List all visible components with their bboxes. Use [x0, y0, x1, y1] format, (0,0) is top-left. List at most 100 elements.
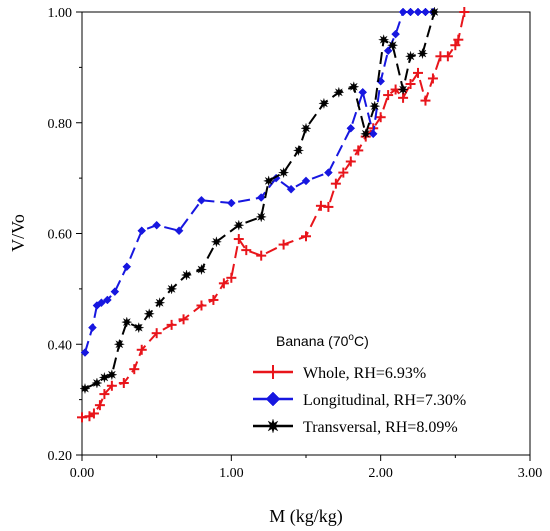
axis-ticks [76, 11, 531, 461]
legend-items: Whole, RH=6.93% Longitudinal, RH=7.30% Tra… [253, 365, 466, 436]
data-point [208, 294, 219, 305]
x-tick-label: 3.00 [518, 466, 543, 481]
data-point [88, 323, 97, 332]
legend-item: Longitudinal, RH=7.30% [253, 391, 466, 409]
data-point [151, 328, 162, 339]
y-tick-label: 0.80 [48, 117, 73, 132]
data-point [197, 195, 206, 205]
data-point [301, 231, 311, 242]
tick-labels: 0.00 1.00 2.00 3.00 0.20 0.40 0.60 0.80 1.00 [48, 6, 543, 481]
legend-item: Whole, RH=6.93% [253, 365, 426, 382]
data-point [413, 7, 423, 17]
legend-title-prefix: Banana (70 [276, 333, 349, 349]
data-point [353, 145, 364, 156]
data-point [442, 51, 453, 62]
data-point [324, 168, 333, 177]
data-point [226, 198, 236, 208]
data-point [80, 348, 90, 357]
data-point [122, 262, 132, 272]
series-line [84, 11, 433, 353]
data-point [256, 250, 267, 261]
data-point [292, 144, 305, 156]
data-point [133, 322, 145, 334]
data-point [137, 226, 147, 236]
data-point [97, 298, 106, 308]
data-point [174, 226, 184, 236]
data-point [226, 272, 237, 283]
data-point [286, 184, 296, 194]
legend-label: Transversal, RH=8.09% [303, 419, 458, 436]
data-point [378, 34, 390, 46]
data-point [265, 418, 281, 434]
data-point [278, 167, 290, 179]
data-point [136, 344, 147, 355]
data-point [94, 400, 105, 411]
data-point [166, 319, 177, 330]
data-point [404, 50, 417, 62]
data-point [88, 408, 99, 419]
data-point [154, 297, 166, 309]
data-point [265, 391, 281, 407]
data-point [333, 86, 345, 98]
data-point [256, 193, 266, 202]
data-point [323, 201, 334, 212]
series-line [81, 11, 466, 419]
data-point [195, 263, 208, 276]
series-layer [77, 6, 470, 423]
data-point [91, 377, 103, 389]
data-point [301, 176, 311, 186]
legend: Banana (70oC) Whole, RH=6.93% Longitudina… [253, 332, 466, 436]
data-point [383, 90, 394, 101]
data-point [121, 316, 133, 328]
data-point [315, 200, 326, 211]
data-point [278, 239, 289, 250]
series-2 [80, 7, 438, 357]
data-point [358, 87, 368, 97]
legend-label: Longitudinal, RH=7.30% [303, 392, 466, 409]
data-point [405, 78, 416, 89]
data-point [77, 412, 87, 423]
data-point [360, 128, 372, 140]
y-axis-title: V/Vo [8, 214, 28, 252]
data-point [99, 389, 110, 400]
y-tick-label: 0.40 [48, 338, 73, 353]
data-point [416, 47, 429, 60]
legend-label: Whole, RH=6.93% [303, 365, 426, 382]
data-point [413, 67, 423, 78]
x-tick-label: 0.00 [70, 466, 95, 481]
data-point [338, 167, 349, 178]
data-point [143, 308, 155, 320]
data-point [406, 7, 415, 17]
data-point [106, 369, 118, 381]
data-point [98, 371, 110, 384]
data-point [383, 46, 393, 56]
x-axis-title: M (kg/kg) [269, 506, 343, 527]
data-point [180, 269, 193, 281]
data-point [263, 175, 275, 187]
data-point [233, 234, 244, 245]
y-tick-label: 0.20 [48, 449, 73, 464]
data-point [106, 380, 117, 391]
data-point [427, 73, 438, 84]
data-point [79, 383, 91, 395]
data-point [210, 236, 222, 248]
data-point [420, 95, 431, 106]
data-point [375, 112, 386, 123]
data-point [369, 100, 381, 112]
data-point [345, 156, 356, 167]
data-point [346, 123, 356, 133]
data-point [387, 39, 399, 51]
data-point [266, 365, 280, 379]
data-point [330, 178, 341, 189]
data-point [110, 287, 120, 296]
data-point [428, 6, 440, 18]
data-point [196, 300, 207, 311]
data-point [218, 278, 229, 289]
data-point [398, 7, 408, 17]
x-tick-label: 1.00 [219, 466, 244, 481]
data-point [453, 34, 464, 45]
data-point [459, 7, 470, 17]
data-point [178, 314, 189, 325]
data-point [152, 220, 162, 230]
